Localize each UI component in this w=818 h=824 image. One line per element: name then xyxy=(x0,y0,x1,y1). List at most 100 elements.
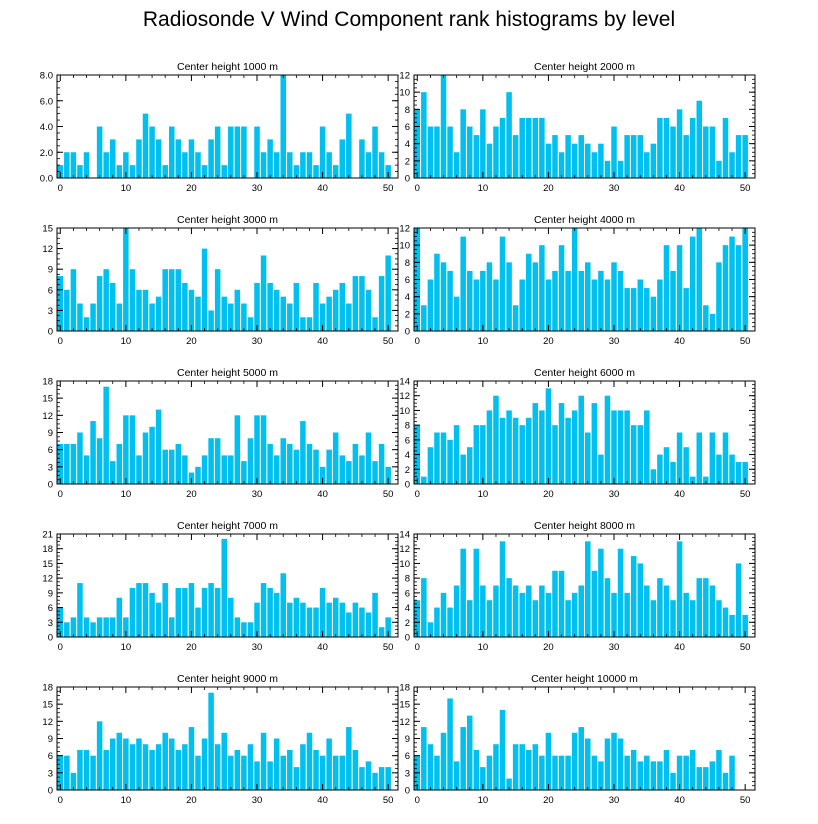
bar xyxy=(493,585,499,637)
bar xyxy=(571,143,578,178)
bar xyxy=(512,305,519,331)
bar xyxy=(103,386,109,484)
x-tick-label: 40 xyxy=(674,489,685,500)
bar xyxy=(339,755,346,790)
bar xyxy=(565,135,571,178)
bar xyxy=(273,289,280,331)
y-tick-label: 9 xyxy=(48,734,53,745)
bar xyxy=(722,432,729,484)
bar xyxy=(313,449,319,484)
bar xyxy=(175,269,182,331)
panel-title: Center height 7000 m xyxy=(177,520,278,532)
y-tick-label: 3 xyxy=(48,768,53,779)
bar xyxy=(709,126,716,178)
y-tick-label: 0 xyxy=(405,174,410,185)
bar xyxy=(149,426,155,484)
bar xyxy=(319,755,326,790)
bar xyxy=(598,761,604,790)
x-tick-label: 40 xyxy=(317,183,328,194)
bar xyxy=(427,744,434,790)
y-tick-label: 9 xyxy=(48,428,53,439)
x-tick-label: 30 xyxy=(252,489,263,500)
bar xyxy=(637,135,643,178)
bar xyxy=(116,732,123,790)
x-tick-label: 20 xyxy=(186,642,197,653)
bar xyxy=(499,117,506,178)
y-tick-label: 12 xyxy=(399,391,410,402)
bar xyxy=(460,236,466,331)
bar xyxy=(155,296,162,331)
bar xyxy=(716,160,722,178)
bar xyxy=(552,755,558,790)
bar xyxy=(260,152,267,178)
bar xyxy=(372,126,378,178)
bar xyxy=(221,296,227,331)
bar xyxy=(221,732,227,790)
y-tick-label: 2 xyxy=(405,465,410,476)
bar xyxy=(123,415,129,484)
bar xyxy=(578,395,584,484)
bar xyxy=(683,755,689,790)
x-tick-label: 50 xyxy=(383,336,394,347)
x-tick-label: 40 xyxy=(674,183,685,194)
bar xyxy=(493,279,499,331)
bar xyxy=(585,432,591,484)
bar xyxy=(326,738,332,790)
bar xyxy=(234,415,241,484)
bar xyxy=(313,607,319,637)
bar xyxy=(506,410,512,484)
bar xyxy=(378,152,385,178)
bar xyxy=(352,443,359,484)
y-tick-label: 0 xyxy=(48,327,53,338)
y-tick-label: 12 xyxy=(42,411,53,422)
bar xyxy=(306,443,313,484)
bar xyxy=(116,597,123,637)
bar xyxy=(453,585,460,637)
bar xyxy=(663,117,670,178)
bar xyxy=(372,592,378,637)
bar xyxy=(611,410,617,484)
bar xyxy=(696,100,703,178)
bar xyxy=(670,126,676,178)
bar xyxy=(228,755,234,790)
y-tick-label: 3 xyxy=(405,768,410,779)
bar xyxy=(506,262,512,331)
bar xyxy=(241,622,247,637)
histogram-panel-1: Center height 1000 m 0.0 2.0 4.0 6.0 8.0 0 10 20… xyxy=(40,61,399,194)
y-tick-label: 3 xyxy=(48,462,53,473)
bar xyxy=(585,262,591,331)
bar xyxy=(729,152,735,178)
bar xyxy=(480,767,486,790)
bar xyxy=(578,727,584,790)
y-tick-label: 6.0 xyxy=(40,96,53,107)
y-tick-label: 2 xyxy=(405,156,410,167)
x-tick-label: 30 xyxy=(252,795,263,806)
bar xyxy=(332,432,339,484)
bar xyxy=(591,403,598,484)
y-tick-label: 0 xyxy=(48,633,53,644)
bar xyxy=(447,126,453,178)
bar xyxy=(703,476,709,484)
histogram-panel-9: Center height 9000 m 0 3 6 9 12 15 18 0 10 20 30 40 5… xyxy=(42,673,399,806)
bar xyxy=(90,421,96,484)
bar xyxy=(378,767,385,790)
bar xyxy=(254,126,260,178)
bar xyxy=(545,388,552,484)
bar xyxy=(175,587,182,637)
bar xyxy=(637,563,643,637)
y-tick-label: 6 xyxy=(405,122,410,133)
bar xyxy=(306,152,313,178)
bar xyxy=(434,126,440,178)
y-tick-label: 6 xyxy=(405,751,410,762)
bar xyxy=(644,585,650,637)
bar xyxy=(617,410,624,484)
y-tick-label: 10 xyxy=(399,88,410,99)
bar xyxy=(539,245,545,331)
bar xyxy=(644,288,650,331)
bar xyxy=(526,253,532,331)
x-tick-label: 10 xyxy=(121,795,132,806)
bar xyxy=(722,245,729,331)
bar xyxy=(604,738,611,790)
y-tick-label: 14 xyxy=(399,377,410,388)
